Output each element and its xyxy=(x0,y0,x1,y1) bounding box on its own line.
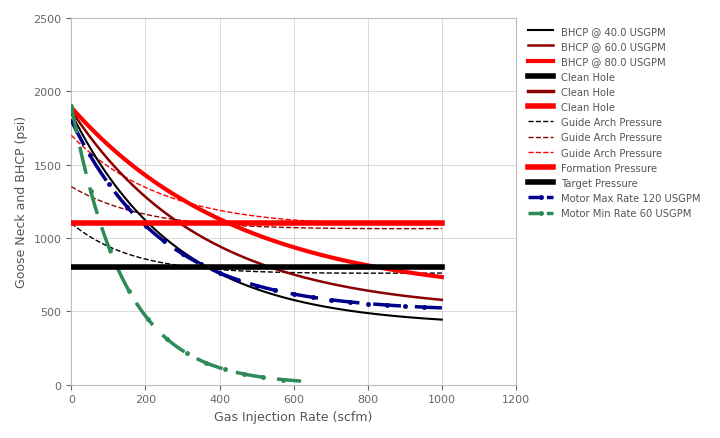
Y-axis label: Goose Neck and BHCP (psi): Goose Neck and BHCP (psi) xyxy=(15,116,28,288)
Legend: BHCP @ 40.0 USGPM, BHCP @ 60.0 USGPM, BHCP @ 80.0 USGPM, Clean Hole, Clean Hole,: BHCP @ 40.0 USGPM, BHCP @ 60.0 USGPM, BH… xyxy=(526,24,704,222)
X-axis label: Gas Injection Rate (scfm): Gas Injection Rate (scfm) xyxy=(215,410,373,423)
